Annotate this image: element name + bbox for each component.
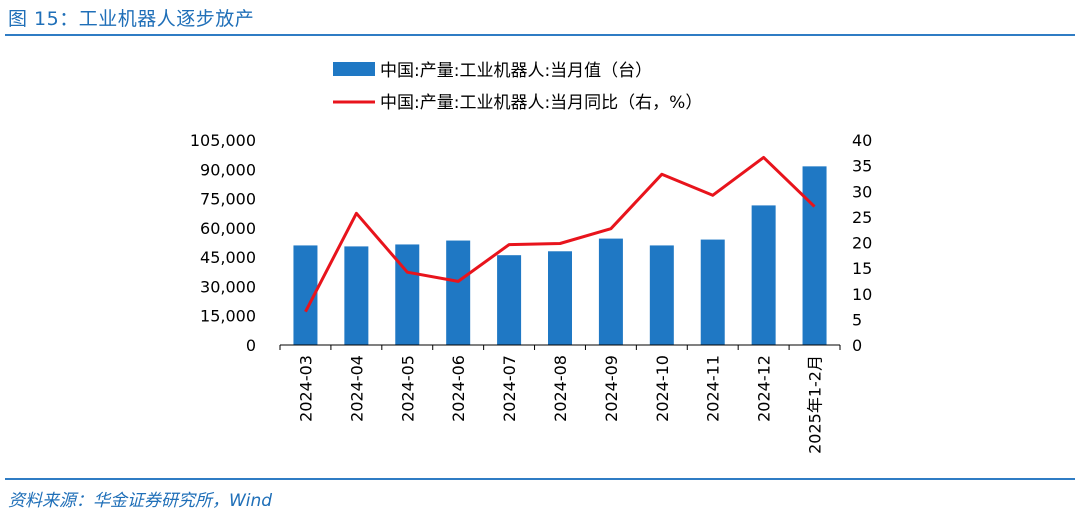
left-tick-label: 30,000 [200,277,256,296]
line-series [304,155,816,313]
left-tick-label: 45,000 [200,248,256,267]
right-tick-label: 10 [852,285,872,304]
right-tick-label: 20 [852,234,872,253]
x-tick-label: 2024-03 [296,355,315,422]
source-note: 资料来源：华金证券研究所，Wind [8,491,273,511]
x-tick-label: 2024-09 [602,355,621,422]
x-tick-label: 2024-06 [449,355,468,422]
bar [446,240,471,345]
left-tick-label: 90,000 [200,160,256,179]
bar [751,205,776,345]
bottom-rule [5,478,1075,480]
left-tick-label: 105,000 [190,131,256,150]
right-tick-label: 30 [852,182,872,201]
x-tick-label: 2024-05 [398,355,417,422]
bar [548,251,572,345]
legend-line-label: 中国:产量:工业机器人:当月同比（右，%） [380,93,702,113]
right-axis-ticks: 40 35 30 25 20 15 10 5 0 [852,131,872,355]
legend-bar-swatch [333,62,375,76]
figure-title: 图 15：工业机器人逐步放产 [8,8,255,30]
x-tick-label: 2024-08 [551,355,570,422]
right-tick-label: 40 [852,131,872,150]
bar [700,239,725,345]
bar [649,245,674,345]
bar [344,246,369,345]
x-tick-label: 2024-11 [704,355,723,422]
x-tick-label: 2024-07 [500,355,519,422]
left-axis-ticks: 105,000 90,000 75,000 60,000 45,000 30,000 15,… [190,131,256,355]
right-tick-label: 25 [852,208,872,227]
right-tick-label: 0 [852,336,862,355]
x-tick-label: 2024-04 [347,355,366,422]
bar [598,238,623,345]
x-axis [279,344,841,350]
left-tick-label: 0 [246,336,256,355]
bar [497,255,522,345]
x-tick-label: 2024-12 [755,355,774,422]
left-tick-label: 15,000 [200,307,256,326]
legend-bar-label: 中国:产量:工业机器人:当月值（台） [380,61,652,81]
x-axis-labels: 2024-03 2024-04 2024-05 2024-06 2024-07 2024-… [296,355,824,454]
yoy-line [304,155,816,313]
right-tick-label: 35 [852,157,872,176]
x-tick-label: 2025年1-2月 [806,355,825,454]
legend: 中国:产量:工业机器人:当月值（台） 中国:产量:工业机器人:当月同比（右，%） [333,61,702,113]
right-tick-label: 15 [852,259,872,278]
top-rule [5,34,1075,36]
bar [395,244,420,345]
left-tick-label: 60,000 [200,219,256,238]
bars [293,166,827,345]
x-tick-label: 2024-10 [653,355,672,422]
left-tick-label: 75,000 [200,190,256,209]
chart: 中国:产量:工业机器人:当月值（台）中国:产量:工业机器人:当月同比（右，%） … [190,61,873,454]
bar [802,166,827,345]
right-tick-label: 5 [852,310,862,329]
